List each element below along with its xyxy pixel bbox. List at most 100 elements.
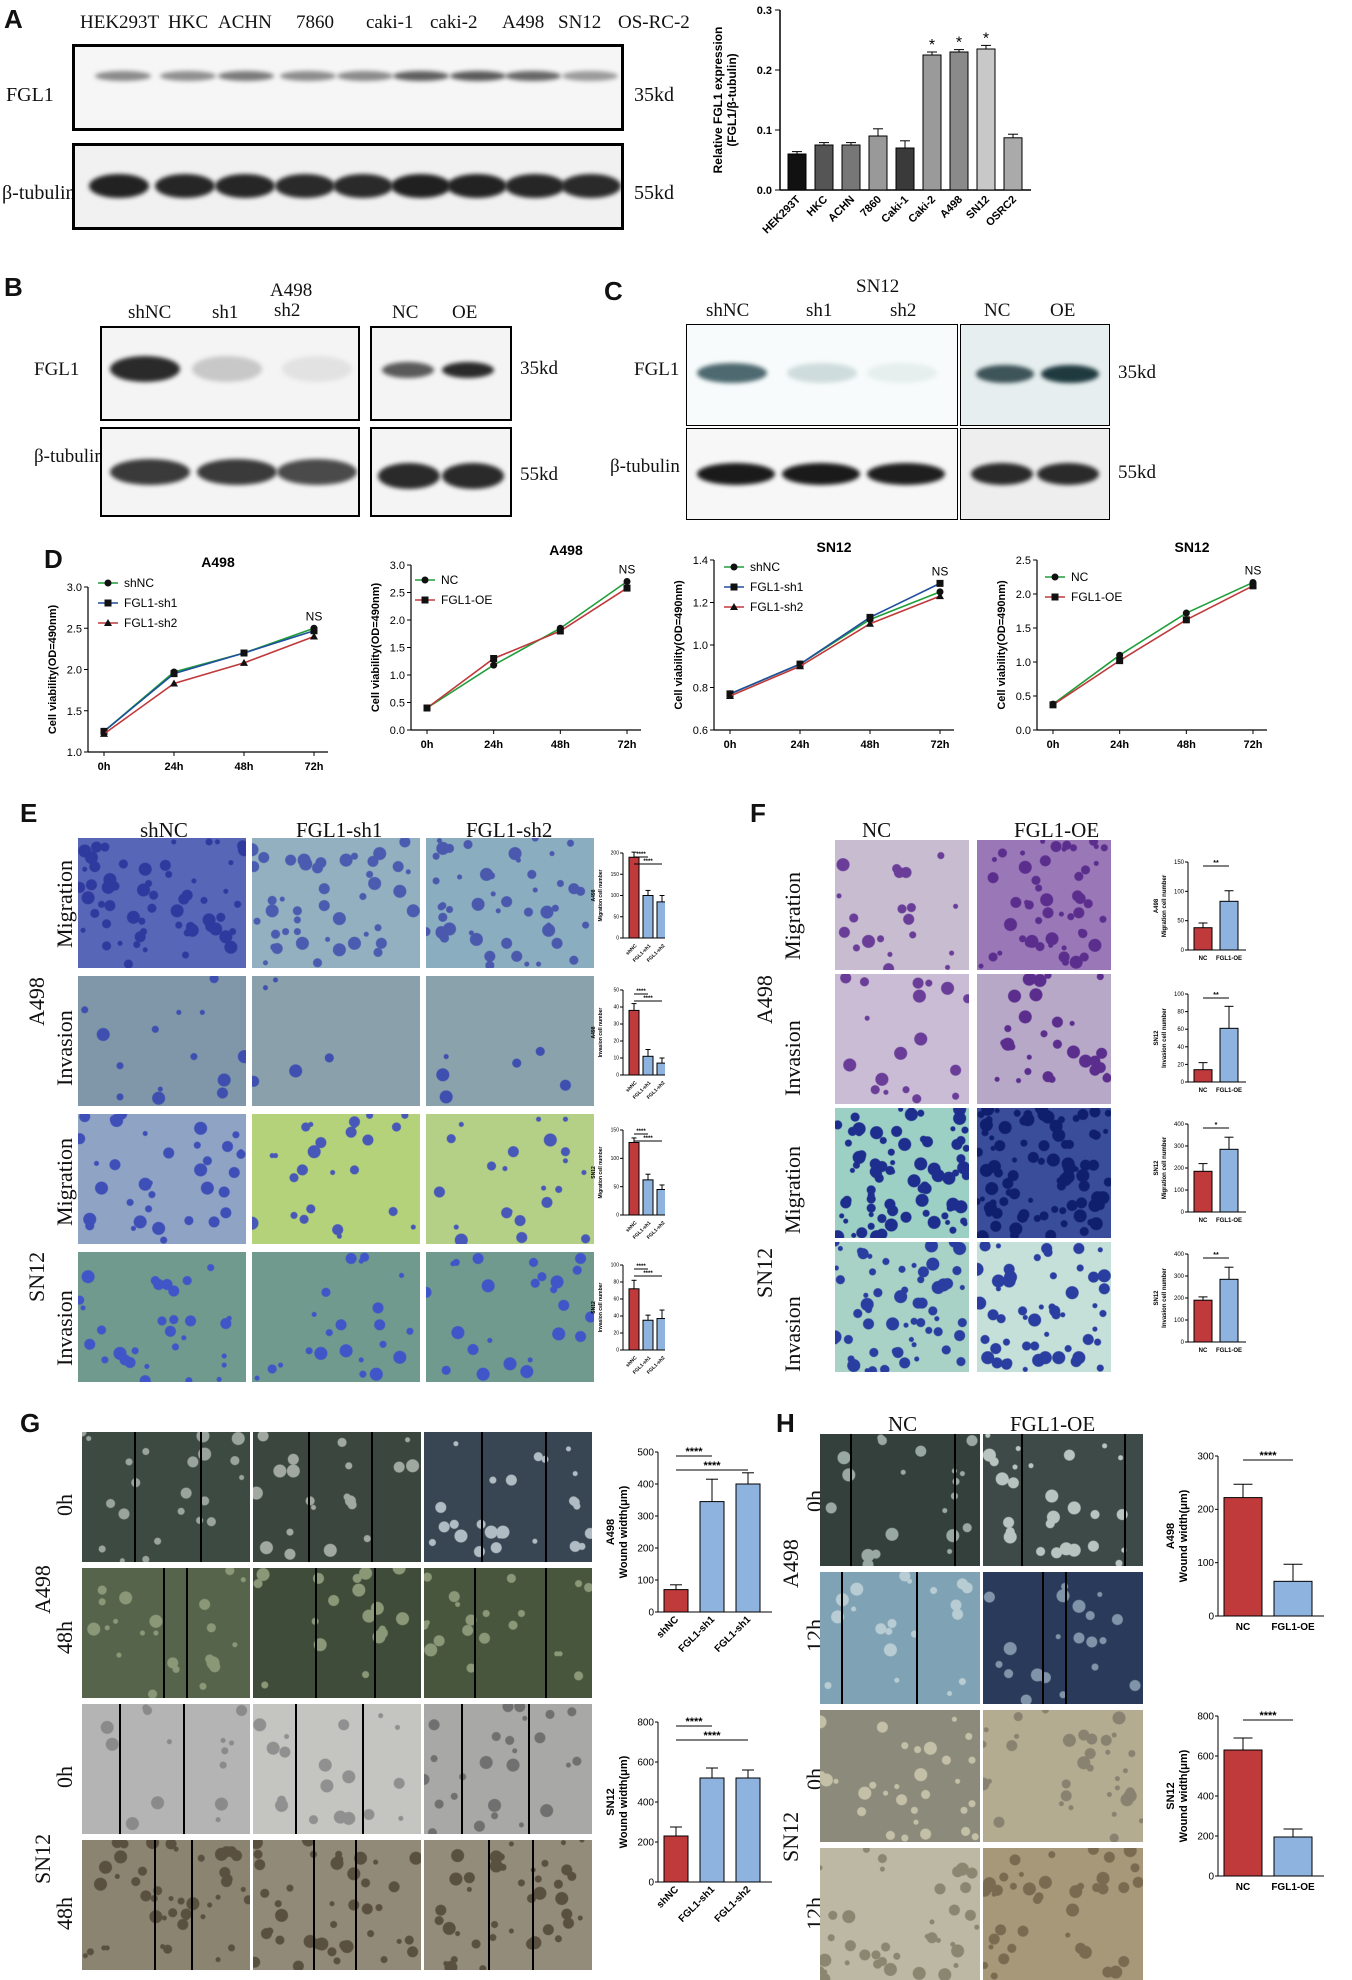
lane-label: SN12 xyxy=(558,12,602,33)
cell-label-e: SN12 xyxy=(24,1251,49,1302)
blot-band xyxy=(160,71,216,81)
y-tick-label: 0.0 xyxy=(757,185,772,197)
blot-band xyxy=(450,71,506,81)
annotation-ns: NS xyxy=(619,563,636,577)
panel-label-e: E xyxy=(20,798,38,828)
y-tick-label: 0.2 xyxy=(757,65,772,77)
x-tick-label: 72h xyxy=(618,739,637,751)
bar xyxy=(663,1589,689,1613)
bar xyxy=(699,1777,725,1883)
blot-band xyxy=(867,463,945,485)
y-tick-label: 150 xyxy=(611,1128,620,1134)
sig-label: **** xyxy=(685,1716,703,1728)
blot-band xyxy=(282,356,352,382)
x-tick-label: NC xyxy=(1199,1088,1208,1094)
sig-label: **** xyxy=(685,1446,703,1458)
sig-label: **** xyxy=(636,989,646,995)
micrograph xyxy=(424,1568,592,1698)
data-point xyxy=(490,655,498,662)
blot-band xyxy=(505,174,565,198)
chart-f3: 0 100 200 300 400 NC FGL1-OE * SN12 Migration cel… xyxy=(1154,1122,1246,1224)
y-axis-label: Wound width(μm) xyxy=(1178,1489,1190,1582)
legend-label: FGL1-sh1 xyxy=(124,596,178,610)
cell-label-h: SN12 xyxy=(778,1811,803,1862)
x-tick-label: NC xyxy=(1236,1882,1250,1893)
micrograph xyxy=(983,1710,1143,1842)
blot-band xyxy=(333,174,393,198)
y-tick-label: 1.4 xyxy=(693,555,708,567)
size-label-55kd: 55kd xyxy=(634,182,674,204)
y-axis-label: Invasion cell number xyxy=(598,1008,604,1058)
data-point xyxy=(1182,616,1190,624)
bar xyxy=(1003,137,1023,191)
micrograph xyxy=(82,1568,250,1698)
y-tick-label: 50 xyxy=(613,1184,619,1190)
legend-label: shNC xyxy=(124,576,154,590)
row-label-e: Invasion xyxy=(52,1290,77,1366)
micrograph xyxy=(424,1840,592,1970)
y-tick-label: 300 xyxy=(637,1511,654,1522)
y-tick-label: 400 xyxy=(1174,1252,1185,1258)
micrograph xyxy=(82,1704,250,1834)
blot-band xyxy=(1037,463,1099,485)
y-tick-label: 3.0 xyxy=(390,560,405,572)
data-point xyxy=(490,661,498,669)
bar xyxy=(949,51,969,191)
row-label-e: Invasion xyxy=(52,1010,77,1086)
chart-title: SN12 xyxy=(1174,539,1209,555)
bar xyxy=(735,1483,761,1613)
blot-band xyxy=(110,356,180,382)
y-tick-label: 100 xyxy=(637,1575,654,1586)
x-tick-label: 0h xyxy=(1047,739,1060,751)
y-tick-label: 0 xyxy=(648,1877,654,1888)
micrograph xyxy=(424,1704,592,1834)
y-axis-label: A498 xyxy=(605,1519,617,1545)
micrograph xyxy=(820,1710,980,1842)
x-tick-label: A498 xyxy=(938,194,965,221)
wound-edge-line xyxy=(295,1704,297,1834)
y-tick-label: 0.6 xyxy=(693,725,708,737)
lane-label-b-oe: OE xyxy=(452,302,478,323)
data-point xyxy=(726,692,734,699)
bar xyxy=(628,1288,640,1351)
x-tick-label: shNC xyxy=(655,1884,681,1910)
y-tick-label: 50 xyxy=(1177,919,1184,925)
y-tick-label: 0.5 xyxy=(1016,691,1031,703)
y-tick-label: 2.5 xyxy=(390,588,405,600)
series-line xyxy=(729,595,941,697)
size-label-b-35kd: 35kd xyxy=(520,358,558,379)
legend-marker xyxy=(730,563,738,571)
panel-label-d: D xyxy=(44,544,63,574)
y-tick-label: 2.0 xyxy=(67,665,82,677)
sig-label: **** xyxy=(636,852,646,858)
micrograph xyxy=(977,1108,1111,1238)
x-tick-label: 48h xyxy=(551,739,570,751)
wound-edge-line xyxy=(474,1568,477,1698)
micrograph xyxy=(426,838,594,968)
cell-label-f: A498 xyxy=(752,975,777,1024)
y-axis-label: SN12 xyxy=(591,1301,597,1314)
blot-band xyxy=(1041,365,1099,383)
sig-label: **** xyxy=(643,1136,653,1142)
x-tick-label: NC xyxy=(1236,1622,1250,1633)
legend-marker xyxy=(1051,573,1059,581)
row-label-g: 48h xyxy=(52,1897,77,1930)
legend-label: FGL1-sh2 xyxy=(124,616,178,630)
y-tick-label: 0.0 xyxy=(390,725,405,737)
sig-label: * xyxy=(1215,1122,1218,1129)
blot-band xyxy=(971,463,1033,485)
y-axis-label: Invasion cell number xyxy=(1162,1007,1168,1067)
micrograph xyxy=(426,976,594,1106)
blot-b-oe-fgl1 xyxy=(370,326,512,421)
blot-band xyxy=(867,363,937,383)
micrograph xyxy=(252,838,420,968)
row-label-fgl1: FGL1 xyxy=(6,84,54,106)
y-tick-label: 1.0 xyxy=(67,747,82,759)
blot-band xyxy=(218,71,274,81)
cell-label-f: SN12 xyxy=(752,1247,777,1298)
data-point xyxy=(866,619,874,627)
data-point xyxy=(170,670,178,678)
chart-title: SN12 xyxy=(816,539,851,555)
legend-marker xyxy=(730,583,738,591)
